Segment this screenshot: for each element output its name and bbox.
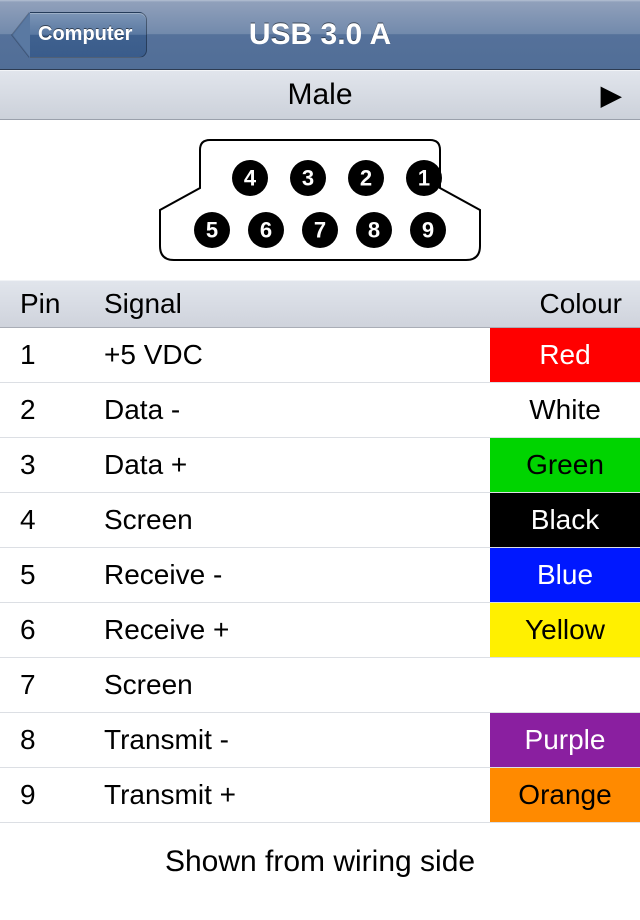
svg-text:4: 4 [244, 166, 257, 191]
colour-swatch: Yellow [490, 603, 640, 657]
cell-signal: Data + [104, 449, 490, 481]
table-row: 5Receive -Blue [0, 548, 640, 603]
page-title: USB 3.0 A [249, 18, 391, 52]
cell-signal: Screen [104, 504, 490, 536]
cell-signal: Screen [104, 669, 490, 701]
table-row: 7Screen [0, 658, 640, 713]
table-header-row: Pin Signal Colour [0, 280, 640, 328]
colour-swatch: Orange [490, 768, 640, 822]
svg-text:3: 3 [302, 166, 314, 191]
cell-pin: 6 [0, 614, 104, 646]
table-row: 8Transmit -Purple [0, 713, 640, 768]
colour-swatch: Blue [490, 548, 640, 602]
cell-signal: Transmit + [104, 779, 490, 811]
table-row: 1+5 VDCRed [0, 328, 640, 383]
chevron-right-icon: ▶ [600, 79, 622, 112]
colour-swatch: White [490, 383, 640, 437]
connector-gender-selector[interactable]: Male ▶ [0, 70, 640, 120]
colour-swatch: Red [490, 328, 640, 382]
footer-note: Shown from wiring side [0, 823, 640, 879]
colour-swatch: Purple [490, 713, 640, 767]
back-button[interactable]: Computer [12, 12, 147, 58]
cell-signal: Transmit - [104, 724, 490, 756]
cell-pin: 2 [0, 394, 104, 426]
header-signal: Signal [104, 288, 490, 320]
back-button-label: Computer [38, 23, 132, 46]
svg-text:9: 9 [422, 218, 434, 243]
cell-signal: Receive - [104, 559, 490, 591]
cell-pin: 5 [0, 559, 104, 591]
navbar: Computer USB 3.0 A [0, 0, 640, 70]
cell-pin: 8 [0, 724, 104, 756]
svg-text:6: 6 [260, 218, 272, 243]
svg-text:1: 1 [418, 166, 430, 191]
svg-text:7: 7 [314, 218, 326, 243]
cell-pin: 9 [0, 779, 104, 811]
cell-colour: Yellow [490, 603, 640, 657]
cell-pin: 1 [0, 339, 104, 371]
header-colour: Colour [490, 288, 640, 320]
colour-swatch: Green [490, 438, 640, 492]
pinout-table: Pin Signal Colour 1+5 VDCRed2Data -White… [0, 280, 640, 823]
table-row: 3Data +Green [0, 438, 640, 493]
cell-signal: +5 VDC [104, 339, 490, 371]
pinout-diagram: 4 3 2 1 5 6 7 8 9 [0, 120, 640, 280]
cell-colour: Blue [490, 548, 640, 602]
cell-colour: Purple [490, 713, 640, 767]
cell-colour [490, 658, 640, 712]
cell-colour: Green [490, 438, 640, 492]
table-row: 2Data -White [0, 383, 640, 438]
cell-colour: White [490, 383, 640, 437]
cell-pin: 3 [0, 449, 104, 481]
svg-text:5: 5 [206, 218, 218, 243]
svg-text:2: 2 [360, 166, 372, 191]
cell-pin: 7 [0, 669, 104, 701]
svg-text:8: 8 [368, 218, 380, 243]
header-pin: Pin [0, 288, 104, 320]
table-row: 9Transmit +Orange [0, 768, 640, 823]
colour-swatch: Black [490, 493, 640, 547]
cell-colour: Orange [490, 768, 640, 822]
table-row: 6Receive +Yellow [0, 603, 640, 658]
table-row: 4ScreenBlack [0, 493, 640, 548]
cell-colour: Red [490, 328, 640, 382]
connector-gender-label: Male [287, 78, 352, 112]
cell-pin: 4 [0, 504, 104, 536]
cell-colour: Black [490, 493, 640, 547]
cell-signal: Data - [104, 394, 490, 426]
cell-signal: Receive + [104, 614, 490, 646]
